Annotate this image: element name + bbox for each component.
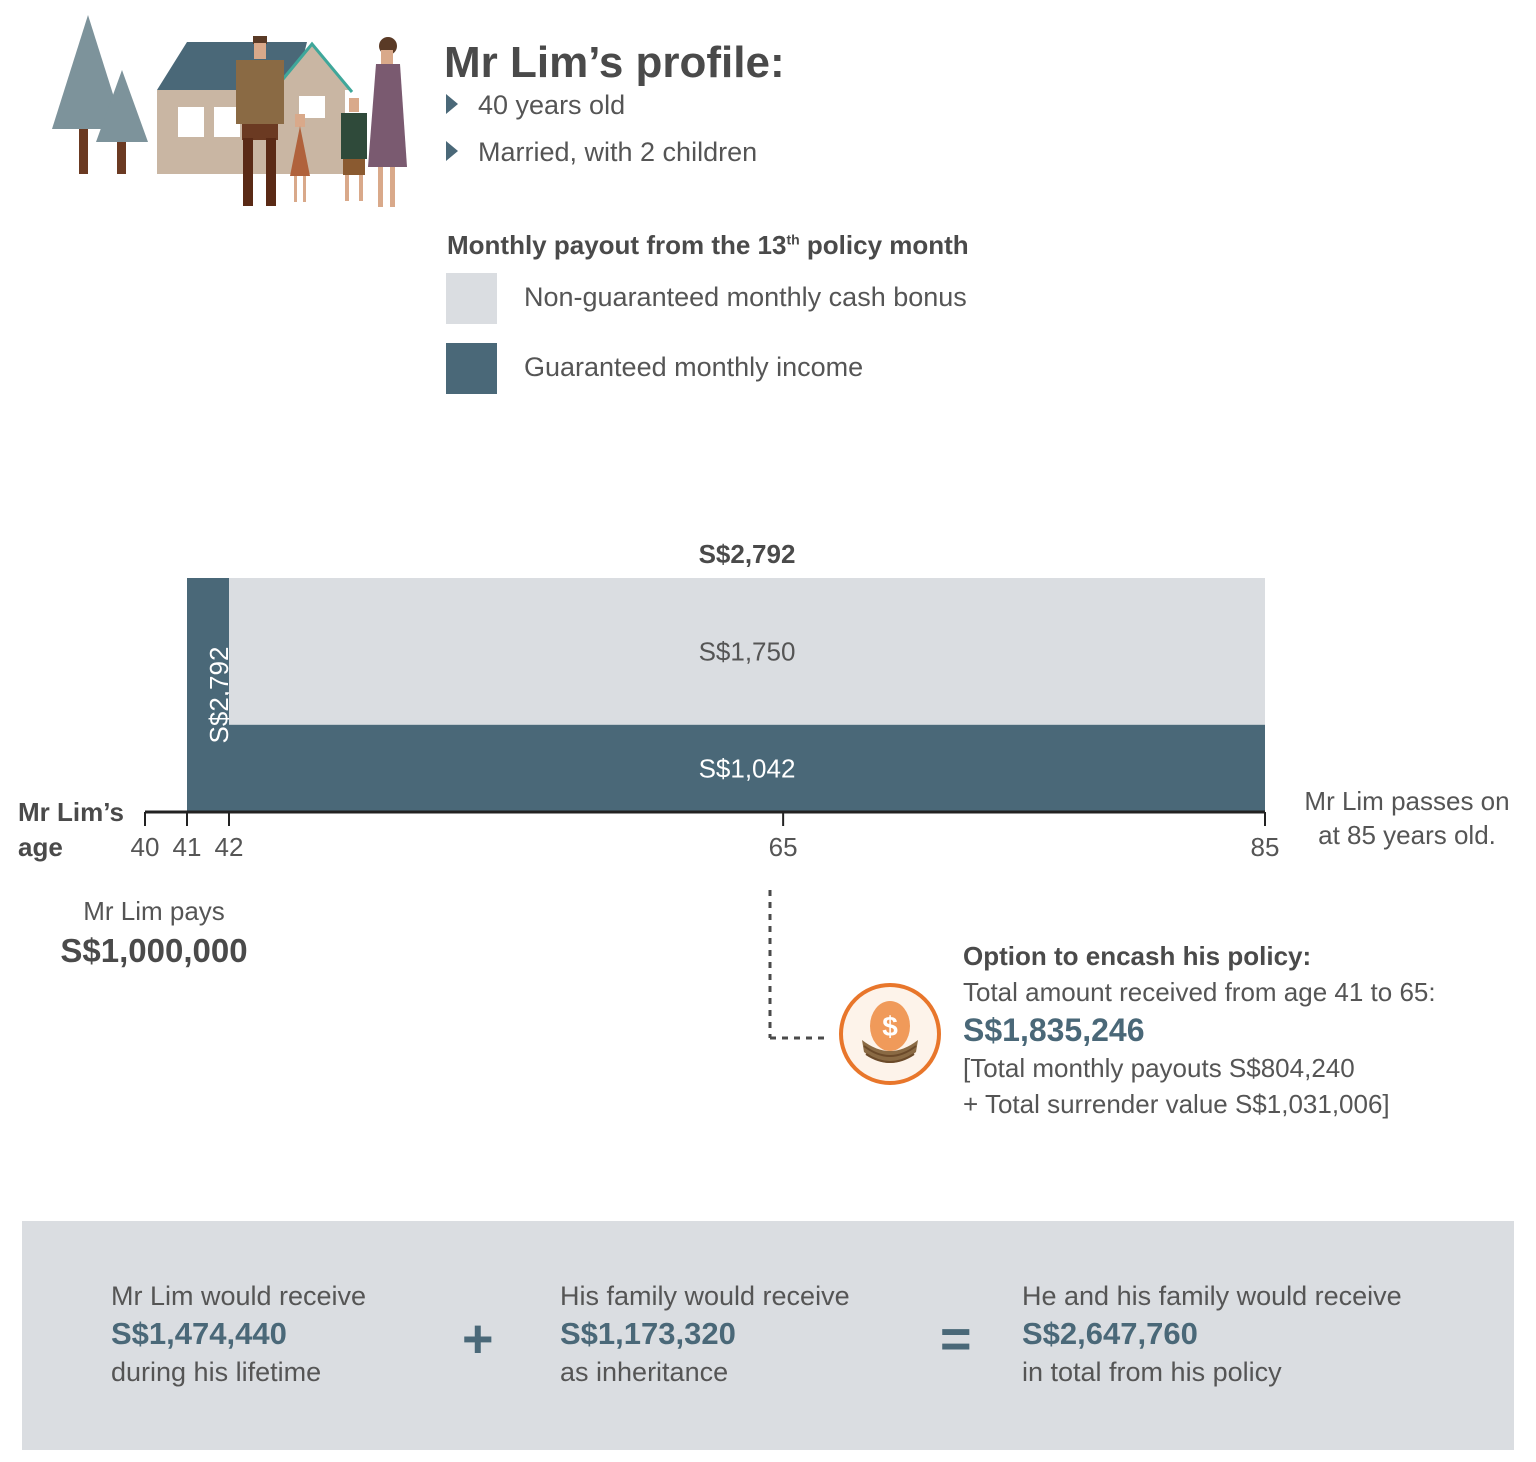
x-tick-label-40: 40 [131, 832, 160, 862]
encash-title: Option to encash his policy: [963, 941, 1312, 971]
summary-total-top: He and his family would receive [1022, 1281, 1402, 1311]
woman-figure [368, 37, 407, 207]
x-tick-label-85: 85 [1251, 832, 1280, 862]
summary-inheritance-top: His family would receive [560, 1281, 850, 1311]
bar-label-1: S$1,042 [699, 753, 796, 783]
nest-egg-dollar-icon: $ [839, 983, 941, 1085]
summary-total: He and his family would receive S$2,647,… [1022, 1277, 1402, 1391]
profile-title: Mr Lim’s profile: [444, 38, 785, 87]
bar-label-0: S$2,792 [204, 647, 234, 744]
summary-total-bottom: in total from his policy [1022, 1357, 1282, 1387]
axis-label-line2: age [18, 832, 63, 862]
bar-segment-0 [187, 578, 229, 812]
tree-icon [96, 70, 148, 174]
profile-bullet-age: 40 years old [446, 90, 625, 121]
summary-lifetime-bottom: during his lifetime [111, 1357, 322, 1387]
passes-line2: at 85 years old. [1318, 820, 1496, 850]
encash-line1: Total amount received from age 41 to 65: [963, 977, 1436, 1007]
bar-label-2: S$1,750 [699, 636, 796, 666]
boy-figure [341, 98, 367, 201]
family-house-illustration [52, 15, 407, 207]
legend-label-bonus: Non-guaranteed monthly cash bonus [524, 282, 967, 312]
summary-lifetime: Mr Lim would receive S$1,474,440 during … [111, 1277, 366, 1391]
passes-on-note: Mr Lim passes on at 85 years old. [1290, 784, 1524, 852]
encash-value: S$1,835,246 [963, 1012, 1145, 1048]
x-tick-label-41: 41 [173, 832, 202, 862]
profile-bullet-text: 40 years old [478, 90, 626, 120]
payout-chart: S$2,792 S$1,042 S$1,750 S$2,792 40 41 42 65 85 [131, 539, 1280, 862]
legend-label-guaranteed: Guaranteed monthly income [524, 352, 864, 382]
legend-swatch-guaranteed [446, 343, 497, 394]
encash-connector [768, 890, 826, 1040]
x-tick-label-42: 42 [215, 832, 244, 862]
summary-lifetime-top: Mr Lim would receive [111, 1281, 367, 1311]
x-tick-label-65: 65 [769, 832, 798, 862]
encash-line3: + Total surrender value S$1,031,006] [963, 1089, 1390, 1119]
bar-segment-2 [229, 578, 1265, 725]
triangle-bullet-icon [446, 94, 458, 114]
encash-line2: [Total monthly payouts S$804,240 [963, 1053, 1355, 1083]
encash-option: Option to encash his policy: Total amoun… [963, 938, 1523, 1122]
summary-panel [22, 1221, 1514, 1450]
profile-bullet-text: Married, with 2 children [478, 137, 758, 167]
bar-segment-1 [229, 724, 1265, 812]
equals-sign: = [940, 1309, 972, 1369]
man-figure [236, 36, 284, 206]
summary-inheritance-bottom: as inheritance [560, 1357, 729, 1387]
summary-inheritance: His family would receive S$1,173,320 as … [560, 1277, 850, 1391]
tree-icon [52, 15, 124, 174]
summary-inheritance-value: S$1,173,320 [560, 1316, 736, 1351]
girl-figure [290, 114, 310, 202]
summary-total-value: S$2,647,760 [1022, 1316, 1198, 1351]
pays-value: S$1,000,000 [60, 932, 248, 969]
passes-line1: Mr Lim passes on [1304, 786, 1510, 816]
axis-label: Mr Lim’s age [18, 795, 124, 865]
triangle-bullet-icon [446, 141, 458, 161]
legend-title: Monthly payout from the 13th policy mont… [447, 230, 969, 260]
summary-lifetime-value: S$1,474,440 [111, 1316, 287, 1351]
legend-swatch-bonus [446, 273, 497, 324]
plus-sign: + [462, 1309, 494, 1369]
svg-text:$: $ [882, 1011, 898, 1042]
profile-bullet-family: Married, with 2 children [446, 137, 757, 168]
axis-label-line1: Mr Lim’s [18, 797, 124, 827]
chart-total-label: S$2,792 [699, 539, 796, 569]
pays-label: Mr Lim pays [83, 896, 225, 926]
